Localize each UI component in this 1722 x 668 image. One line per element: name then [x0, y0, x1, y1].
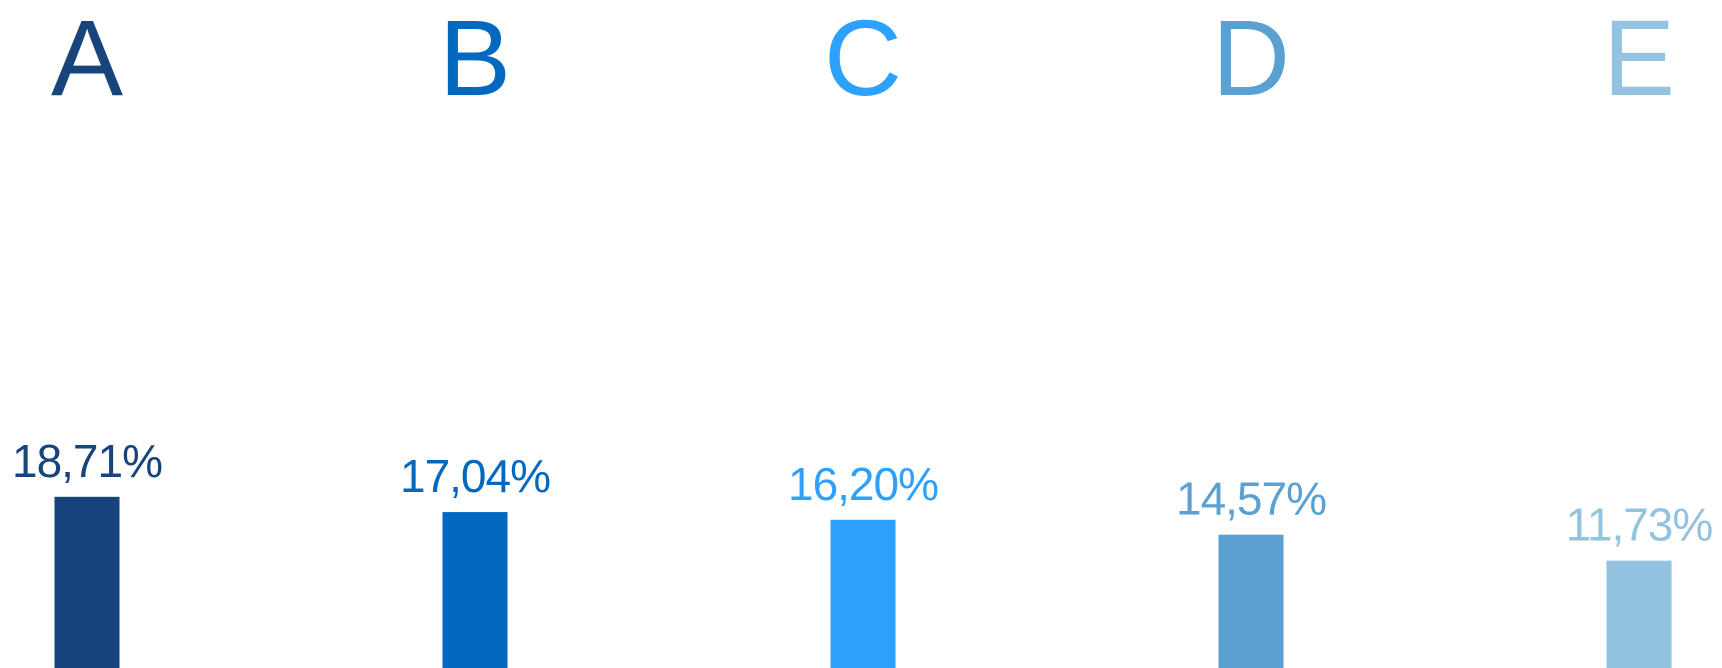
bar-d: [1218, 534, 1284, 668]
value-label-d: 14,57%: [1176, 473, 1326, 525]
value-label-c: 16,20%: [788, 458, 938, 510]
category-label-e: E: [1603, 0, 1675, 118]
value-label-e: 11,73%: [1566, 499, 1713, 551]
bar-a: [54, 496, 120, 668]
category-label-d: D: [1212, 0, 1290, 118]
bar-c: [830, 519, 896, 668]
bars: [54, 496, 1672, 668]
bar-e: [1606, 560, 1672, 668]
value-label-b: 17,04%: [400, 450, 550, 502]
value-label-a: 18,71%: [12, 435, 162, 487]
value-labels: 18,71% 17,04% 16,20% 14,57% 11,73%: [12, 435, 1713, 551]
category-labels: A B C D E: [51, 0, 1675, 118]
bar-b: [442, 512, 508, 668]
category-label-b: B: [439, 0, 511, 118]
category-label-a: A: [51, 0, 123, 118]
category-label-c: C: [824, 0, 902, 118]
